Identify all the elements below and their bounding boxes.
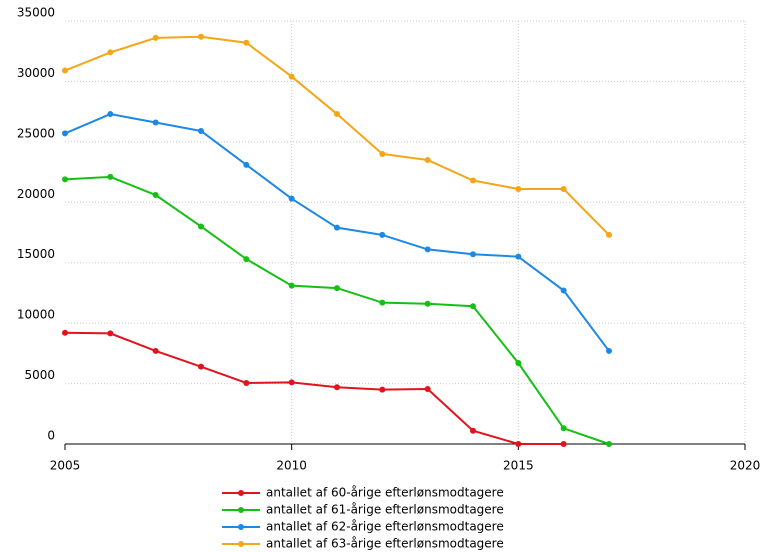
data-point: [107, 49, 114, 56]
data-point: [334, 384, 340, 391]
data-point: [62, 329, 68, 336]
data-point: [107, 330, 114, 337]
data-point: [470, 427, 476, 434]
y-tick-label: 25000: [17, 126, 55, 140]
data-point: [152, 119, 159, 126]
data-point: [107, 111, 114, 118]
data-point: [288, 195, 295, 202]
data-point: [515, 360, 522, 367]
data-point: [424, 300, 431, 307]
data-point: [288, 379, 295, 386]
data-point: [379, 386, 386, 393]
legend-label: antallet af 62-årige efterlønsmodtagere: [266, 520, 504, 534]
data-point: [288, 73, 295, 80]
data-point: [560, 425, 567, 432]
data-point: [62, 176, 68, 183]
data-point: [288, 282, 295, 289]
y-tick-label: 30000: [17, 66, 55, 80]
data-point: [243, 379, 250, 386]
x-tick-label: 2015: [503, 459, 534, 473]
legend-label: antallet af 61-årige efterlønsmodtagere: [266, 503, 504, 517]
data-point: [198, 33, 204, 40]
legend-dot: [238, 490, 244, 496]
y-tick-label: 0: [47, 429, 55, 443]
data-point: [243, 256, 250, 263]
data-point: [379, 299, 386, 306]
data-point: [470, 177, 476, 184]
data-point: [515, 441, 522, 447]
legend-dot: [238, 524, 244, 530]
series-line: [64, 175, 610, 445]
data-point: [243, 39, 250, 46]
data-point: [62, 67, 68, 74]
data-point: [560, 441, 567, 447]
data-point: [515, 253, 522, 260]
data-point: [424, 246, 431, 253]
series-line: [64, 331, 564, 445]
legend-dot: [238, 507, 244, 513]
data-point: [334, 111, 340, 118]
data-point: [334, 224, 340, 231]
x-tick-label: 2005: [50, 459, 81, 473]
y-tick-label: 20000: [17, 187, 55, 201]
data-point: [515, 185, 522, 192]
legend-label: antallet af 63-årige efterlønsmodtagere: [266, 537, 504, 551]
data-point: [606, 231, 612, 238]
data-point: [107, 173, 114, 180]
data-point: [379, 150, 386, 157]
data-point: [560, 287, 567, 294]
data-point: [152, 192, 159, 199]
series-line: [64, 35, 610, 236]
data-point: [198, 223, 204, 230]
y-tick-label: 5000: [24, 368, 55, 382]
data-point: [198, 363, 204, 370]
data-point: [152, 347, 159, 354]
legend-label: antallet af 60-årige efterlønsmodtagere: [266, 486, 504, 500]
data-point: [379, 231, 386, 238]
x-tick-label: 2010: [276, 459, 307, 473]
data-point: [606, 347, 612, 354]
x-tick-label: 2020: [730, 459, 761, 473]
data-point: [470, 303, 476, 310]
y-tick-label: 15000: [17, 247, 55, 261]
data-point: [243, 161, 250, 168]
data-point: [334, 285, 340, 292]
data-point: [560, 185, 567, 192]
data-point: [198, 127, 204, 134]
data-point: [62, 130, 68, 137]
data-point: [606, 441, 612, 447]
y-tick-label: 35000: [17, 6, 55, 20]
data-point: [470, 251, 476, 258]
data-point: [152, 34, 159, 41]
y-tick-label: 10000: [17, 308, 55, 322]
series-line: [64, 113, 610, 352]
data-point: [424, 386, 431, 393]
legend-dot: [238, 541, 244, 547]
data-point: [424, 156, 431, 163]
